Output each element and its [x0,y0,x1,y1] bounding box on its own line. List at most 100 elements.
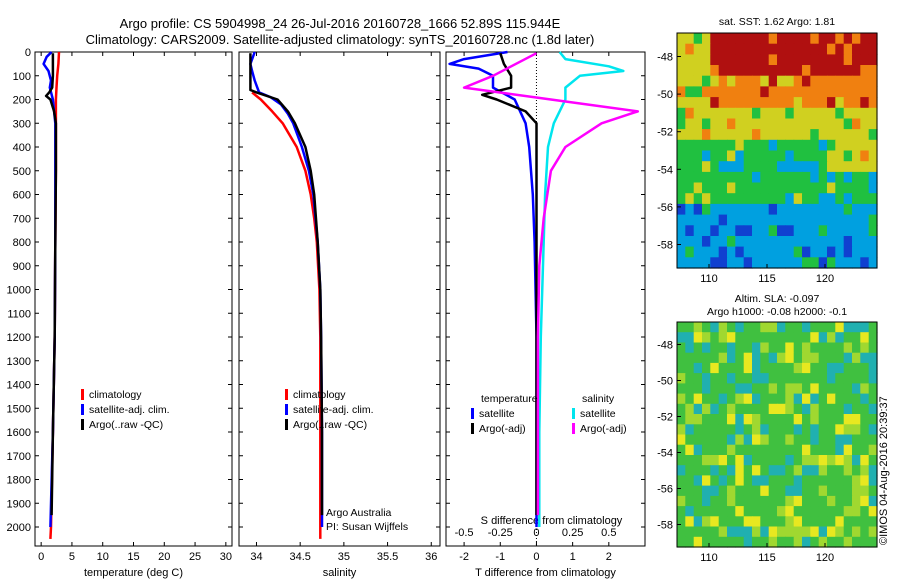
map-cell [760,75,770,87]
map-cell [843,33,853,45]
map-cell [760,352,770,364]
y-tick-label: 1300 [7,356,31,368]
map-cell [702,54,711,66]
map-cell [843,444,853,456]
map-cell [718,393,728,405]
map-cell [693,322,703,333]
map-cell [677,193,686,205]
map-cell [827,332,836,343]
map-cell [777,322,786,333]
map-cell [860,383,870,395]
map-cell [868,75,878,87]
map-y-tick-label: -48 [657,340,673,352]
map-cell [835,352,845,364]
map-cell [727,33,736,45]
sla-map [676,321,878,548]
legend-swatch [285,389,288,400]
map-cell [810,225,820,237]
map-cell [685,434,695,446]
map-cell [768,516,778,528]
map-cell [760,33,770,45]
map-cell [818,246,828,258]
map-cell [718,236,728,248]
map-cell [702,424,711,436]
series-line-temperature-argo-adj- [480,52,538,516]
map-cell [710,75,720,87]
map-cell [802,383,811,395]
map-cell [743,414,753,425]
map-cell [810,362,820,374]
map-cell [835,193,845,205]
map-cell [860,516,870,528]
map-cell [843,236,853,248]
series-line-argo-raw-qc- [249,53,324,516]
map-cell [835,465,845,476]
map-cell [827,75,836,87]
map-cell [735,455,745,466]
map-cell [860,139,870,152]
map-cell [843,54,853,66]
map-cell [785,536,795,548]
map-cell [743,171,753,184]
map-cell [827,485,836,497]
map-cell [677,332,686,343]
map-y-tick-label: -52 [657,412,673,424]
map-cell [810,43,820,55]
y-tick-label: 1000 [7,285,31,297]
map-cell [735,373,745,384]
map-cell [818,475,828,487]
map-cell [768,161,778,173]
map-cell [718,246,728,258]
map-cell [727,54,736,66]
map-cell [702,75,711,87]
map-cell [852,465,861,476]
map-cell [685,362,695,374]
map-cell [843,161,853,173]
map-cell [843,97,853,109]
map-cell [743,107,753,120]
map-cell [768,495,778,507]
map-cell [868,414,878,425]
map-cell [868,506,878,517]
map-cell [810,434,820,446]
map-cell [718,97,728,109]
map-cell [802,150,811,162]
map-cell [685,342,695,354]
sst-map [676,32,878,269]
map-cell [768,465,778,476]
map-cell [677,33,686,45]
map-cell [835,444,845,456]
map-cell [810,373,820,384]
map-cell [718,257,728,269]
map-cell [710,495,720,507]
map-cell [868,424,878,436]
map-cell [785,236,795,248]
map-cell [777,516,786,528]
map-cell [793,161,803,173]
map-cell [760,150,770,162]
map-cell [702,86,711,98]
map-cell [685,424,695,436]
x-tick-label: -2 [459,551,469,563]
map-cell [852,495,861,507]
map-cell [793,485,803,497]
map-cell [685,43,695,55]
map-cell [727,383,736,395]
map-cell [860,403,870,415]
map-cell [793,129,803,141]
s-diff-tick-label: 0.5 [601,527,616,539]
map-cell [768,139,778,152]
map-cell [768,383,778,395]
y-tick-label: 1800 [7,475,31,487]
map-cell [693,383,703,395]
map-cell [735,383,745,395]
map-cell [677,526,686,538]
map-cell [802,352,811,364]
annotation-text: PI: Susan Wijffels [326,521,408,533]
map-cell [785,485,795,497]
map-cell [735,352,745,364]
map-cell [860,322,870,333]
map-cell [702,193,711,205]
map-cell [752,97,761,109]
map-cell [727,43,736,55]
